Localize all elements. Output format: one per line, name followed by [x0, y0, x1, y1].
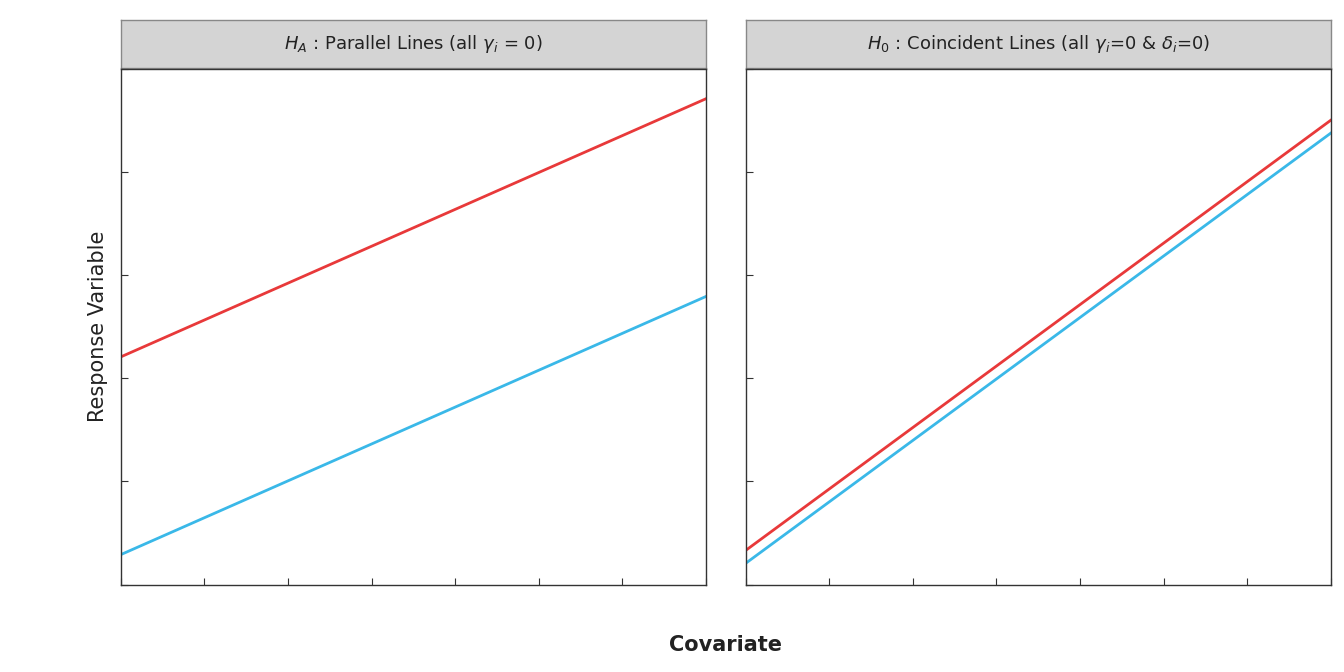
- Text: $H_0$ : Coincident Lines (all $\gamma_i$=0 & $\delta_i$=0): $H_0$ : Coincident Lines (all $\gamma_i$…: [867, 33, 1210, 55]
- Y-axis label: Response Variable: Response Variable: [87, 231, 108, 423]
- Text: Covariate: Covariate: [669, 635, 782, 655]
- Text: $H_A$ : Parallel Lines (all $\gamma_i$ = 0): $H_A$ : Parallel Lines (all $\gamma_i$ =…: [284, 33, 543, 55]
